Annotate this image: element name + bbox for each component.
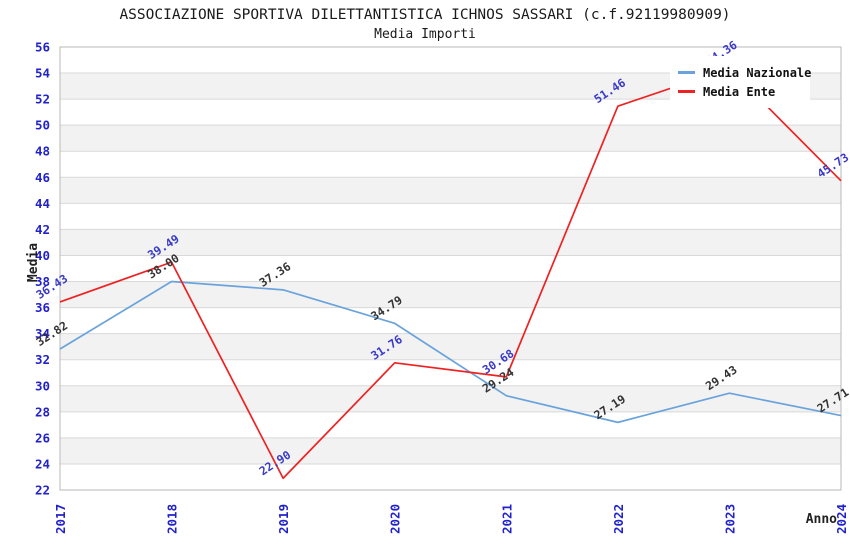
series-line-media-nazionale (59, 280, 842, 424)
legend: Media Nazionale Media Ente (670, 56, 811, 108)
plot-border (59, 46, 842, 491)
plot-band (60, 177, 841, 204)
legend-item-media-ente: Media Ente (678, 83, 806, 100)
plot-band (60, 125, 841, 152)
y-tick-label: 46 (35, 170, 50, 185)
y-axis-title: Media (26, 242, 42, 283)
y-tick-label: 36 (35, 300, 50, 315)
legend-item-media-nazionale: Media Nazionale (678, 64, 811, 81)
y-tick-label: 22 (35, 483, 50, 498)
x-tick-label: 2021 (499, 504, 514, 534)
plot-band (60, 333, 841, 360)
y-tick-label: 26 (35, 430, 50, 445)
plot-band (60, 255, 841, 282)
plot-band (60, 281, 841, 308)
y-tick-label: 40 (35, 248, 50, 263)
y-tick-label: 48 (35, 144, 50, 159)
plot-band (60, 359, 841, 386)
y-tick-label: 24 (35, 456, 50, 471)
y-tick-label: 44 (35, 196, 50, 211)
plot-band (60, 411, 841, 438)
chart-subtitle: Media Importi (374, 27, 476, 42)
x-tick-label: 2019 (276, 504, 291, 534)
plot-band (60, 307, 841, 334)
x-axis-title: Anno (805, 512, 837, 527)
y-tick-label: 34 (35, 326, 50, 341)
y-tick-label: 54 (35, 66, 50, 81)
plot-band (60, 203, 841, 230)
y-tick-label: 32 (35, 352, 50, 367)
plot-band (60, 229, 841, 256)
legend-swatch-media-nazionale (678, 71, 695, 74)
y-tick-label: 28 (35, 404, 50, 419)
y-tick-label: 52 (35, 92, 50, 107)
x-tick-label: 2023 (722, 504, 737, 534)
y-tick-label: 50 (35, 118, 50, 133)
plot-band (60, 151, 841, 178)
legend-label: Media Nazionale (703, 65, 812, 80)
x-tick-label: 2018 (165, 504, 180, 534)
legend-label: Media Ente (703, 84, 776, 99)
y-tick-label: 42 (35, 222, 50, 237)
plot-band (60, 385, 841, 412)
x-tick-label: 2020 (388, 504, 403, 534)
x-tick-label: 2022 (611, 504, 626, 534)
plot-band (60, 463, 841, 490)
plot-band (60, 437, 841, 464)
x-tick-label: 2024 (834, 504, 849, 534)
y-tick-label: 30 (35, 378, 50, 393)
legend-swatch-media-ente (678, 90, 695, 93)
x-tick-label: 2017 (53, 504, 68, 534)
chart-title: ASSOCIAZIONE SPORTIVA DILETTANTISTICA IC… (119, 7, 731, 23)
y-tick-label: 56 (35, 40, 50, 55)
y-tick-label: 38 (35, 274, 50, 289)
